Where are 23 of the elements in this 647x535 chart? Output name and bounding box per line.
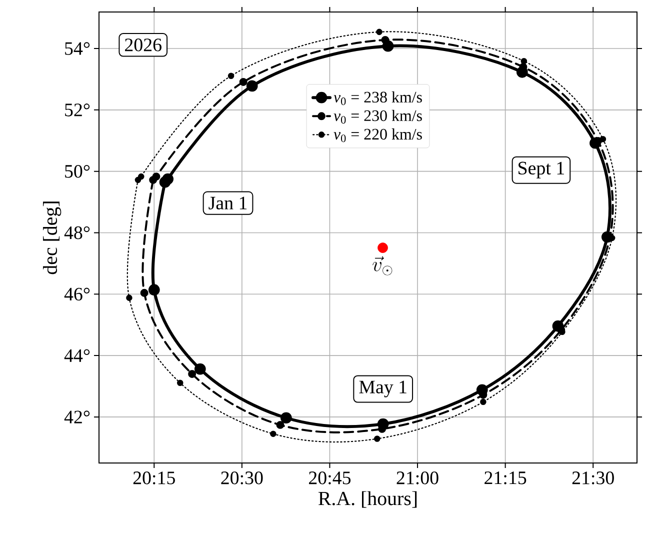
legend-label: v$_{0}$ = 230 km/s xyxy=(334,110,422,124)
x-axis-title: R.A. [hours] xyxy=(318,491,417,508)
x-tick-label: 21:30 xyxy=(572,472,614,484)
y-tick-label: 42° xyxy=(64,410,90,424)
legend-label: v$_{0}$ = 238 km/s xyxy=(334,91,422,106)
y-tick-label: 52° xyxy=(65,104,90,116)
annotation: May 1 xyxy=(359,380,406,398)
x-tick-label: 20:15 xyxy=(133,472,175,484)
x-tick-label: 20:45 xyxy=(308,472,351,484)
y-axis-title: dec [deg] xyxy=(43,202,62,274)
y-tick-label: 46° xyxy=(64,288,90,301)
legend-label: v$_{0}$ = 220 km/s xyxy=(334,128,422,142)
x-tick-label: 20:30 xyxy=(221,472,263,484)
series-label: $\vec{v}_\odot$ xyxy=(372,256,392,276)
y-tick-label: 48° xyxy=(64,226,90,240)
x-tick-label: 21:00 xyxy=(396,472,438,484)
annotation: 2026 xyxy=(125,38,162,52)
annotation: Jan 1 xyxy=(208,196,247,210)
y-tick-label: 50° xyxy=(65,164,90,178)
y-tick-label: 54° xyxy=(65,42,90,55)
annotation: Sept 1 xyxy=(518,162,564,178)
y-tick-label: 44° xyxy=(64,349,90,362)
x-tick-label: 21:15 xyxy=(484,472,526,484)
